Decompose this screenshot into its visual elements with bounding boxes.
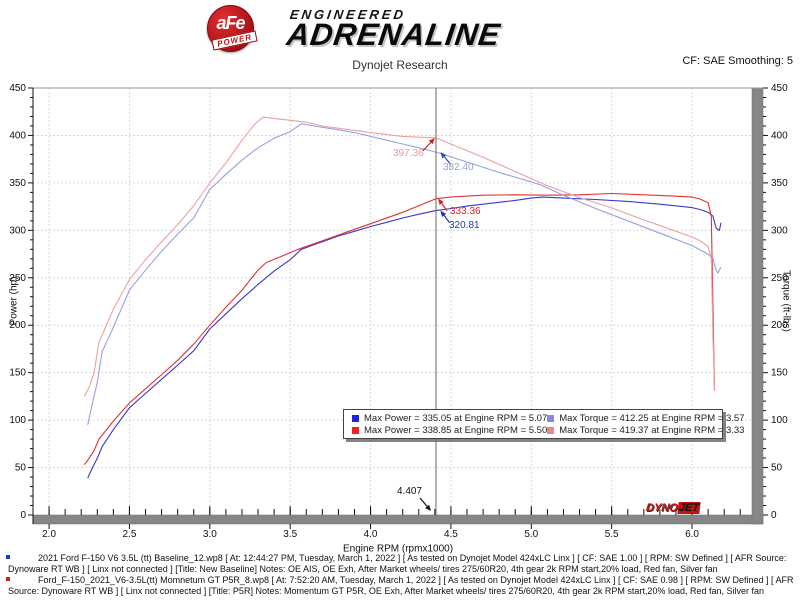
legend-swatch-periwinkle <box>547 414 555 422</box>
svg-text:6.0: 6.0 <box>685 529 699 540</box>
correction-smoothing-label: CF: SAE Smoothing: 5 <box>682 55 793 67</box>
svg-text:450: 450 <box>9 83 26 94</box>
svg-text:400: 400 <box>771 130 788 141</box>
afe-power-badge-icon: aFe POWER <box>207 5 258 52</box>
legend-label: Max Power = 338.85 at Engine RPM = 5.50 <box>364 424 548 436</box>
annotation-value-label: 382.40 <box>443 162 474 173</box>
svg-text:300: 300 <box>771 225 788 236</box>
run-marker-blue <box>6 555 10 559</box>
svg-text:0: 0 <box>20 510 26 521</box>
run-info-p5r: Ford_F-150_2021_V6-3.5L(tt) Momnetum GT … <box>6 575 796 596</box>
tick-layer: 0 0 50 50 100 100 150 150 200 200 250 250 300 300 350 3… <box>9 83 788 540</box>
page-title: Dynojet Research <box>352 58 448 72</box>
afe-logo: aFe POWER ENGINEERED ADRENALINE <box>195 3 595 55</box>
svg-text:300: 300 <box>9 225 26 236</box>
afe-badge-text: aFe <box>216 13 245 33</box>
legend-swatch-salmon <box>547 426 555 434</box>
svg-text:100: 100 <box>9 415 26 426</box>
legend-swatch-blue <box>352 414 359 422</box>
svg-text:3.5: 3.5 <box>283 529 297 540</box>
svg-text:100: 100 <box>771 415 788 426</box>
svg-text:5.0: 5.0 <box>524 529 538 540</box>
legend-item-max-torque-baseline: Max Torque = 412.25 at Engine RPM = 3.57 <box>547 413 744 424</box>
svg-text:250: 250 <box>9 273 26 284</box>
svg-text:350: 350 <box>771 178 788 189</box>
axis-frame-layer <box>32 87 764 525</box>
power-p5r-curve <box>83 192 716 466</box>
svg-text:50: 50 <box>15 463 27 474</box>
y-axis-right-title: Torque (ft-lbs) <box>780 270 792 332</box>
legend-label: Max Torque = 419.37 at Engine RPM = 3.33 <box>559 424 745 436</box>
svg-text:250: 250 <box>771 273 788 284</box>
annotation-value-label: 320.81 <box>449 220 480 231</box>
svg-text:2.0: 2.0 <box>42 529 56 540</box>
legend-item-max-power-p5r: Max Power = 338.85 at Engine RPM = 5.50 <box>352 425 547 436</box>
legend-box[interactable]: Max Power = 335.05 at Engine RPM = 5.07 … <box>343 409 744 439</box>
power-baseline-curve <box>87 196 722 479</box>
cursor-value-label: 4.407 <box>397 486 423 497</box>
legend-item-max-power-baseline: Max Power = 335.05 at Engine RPM = 5.07 <box>352 413 547 424</box>
legend-row: Max Power = 335.05 at Engine RPM = 5.07 … <box>352 412 744 424</box>
svg-text:150: 150 <box>9 368 26 379</box>
legend-label: Max Power = 335.05 at Engine RPM = 5.07 <box>364 412 548 424</box>
grid-layer <box>33 88 752 515</box>
svg-text:2.5: 2.5 <box>122 529 136 540</box>
y-axis-left-title: Power (hp) <box>8 276 20 326</box>
dynojet-logo-dyno: DYNO <box>645 502 679 514</box>
legend-item-max-torque-p5r: Max Torque = 419.37 at Engine RPM = 3.33 <box>547 425 744 436</box>
svg-text:5.5: 5.5 <box>605 529 619 540</box>
annotation-value-label: 333.36 <box>450 206 481 217</box>
run-info-text: 2021 Ford F-150 V6 3.5L (tt) Baseline_12… <box>8 553 787 574</box>
cursor-layer <box>419 88 437 515</box>
torque-baseline-curve <box>87 123 722 426</box>
svg-text:50: 50 <box>771 463 783 474</box>
run-info-baseline: 2021 Ford F-150 V6 3.5L (tt) Baseline_12… <box>6 553 796 574</box>
svg-text:4.5: 4.5 <box>444 529 458 540</box>
dynojet-logo: DYNOJET <box>645 502 701 514</box>
x-axis-title: Engine RPM (rpmx1000) <box>342 543 454 555</box>
run-marker-red <box>6 577 10 581</box>
dynojet-logo-jet: JET <box>677 502 701 514</box>
legend-swatch-red <box>352 426 359 434</box>
svg-text:450: 450 <box>771 83 788 94</box>
svg-text:200: 200 <box>9 320 26 331</box>
annotation-value-label: 397.36 <box>393 148 424 159</box>
run-info-text: Ford_F-150_2021_V6-3.5L(tt) Momnetum GT … <box>8 575 794 596</box>
svg-text:400: 400 <box>9 130 26 141</box>
svg-text:4.0: 4.0 <box>364 529 378 540</box>
svg-text:350: 350 <box>9 178 26 189</box>
legend-row: Max Power = 338.85 at Engine RPM = 5.50 … <box>352 424 744 436</box>
svg-text:150: 150 <box>771 368 788 379</box>
legend-label: Max Torque = 412.25 at Engine RPM = 3.57 <box>559 412 745 424</box>
svg-text:200: 200 <box>771 320 788 331</box>
annotation-arrow-layer <box>422 137 451 223</box>
torque-p5r-curve <box>83 116 716 397</box>
svg-text:3.0: 3.0 <box>203 529 217 540</box>
curves-layer <box>83 116 722 479</box>
svg-text:0: 0 <box>771 510 777 521</box>
